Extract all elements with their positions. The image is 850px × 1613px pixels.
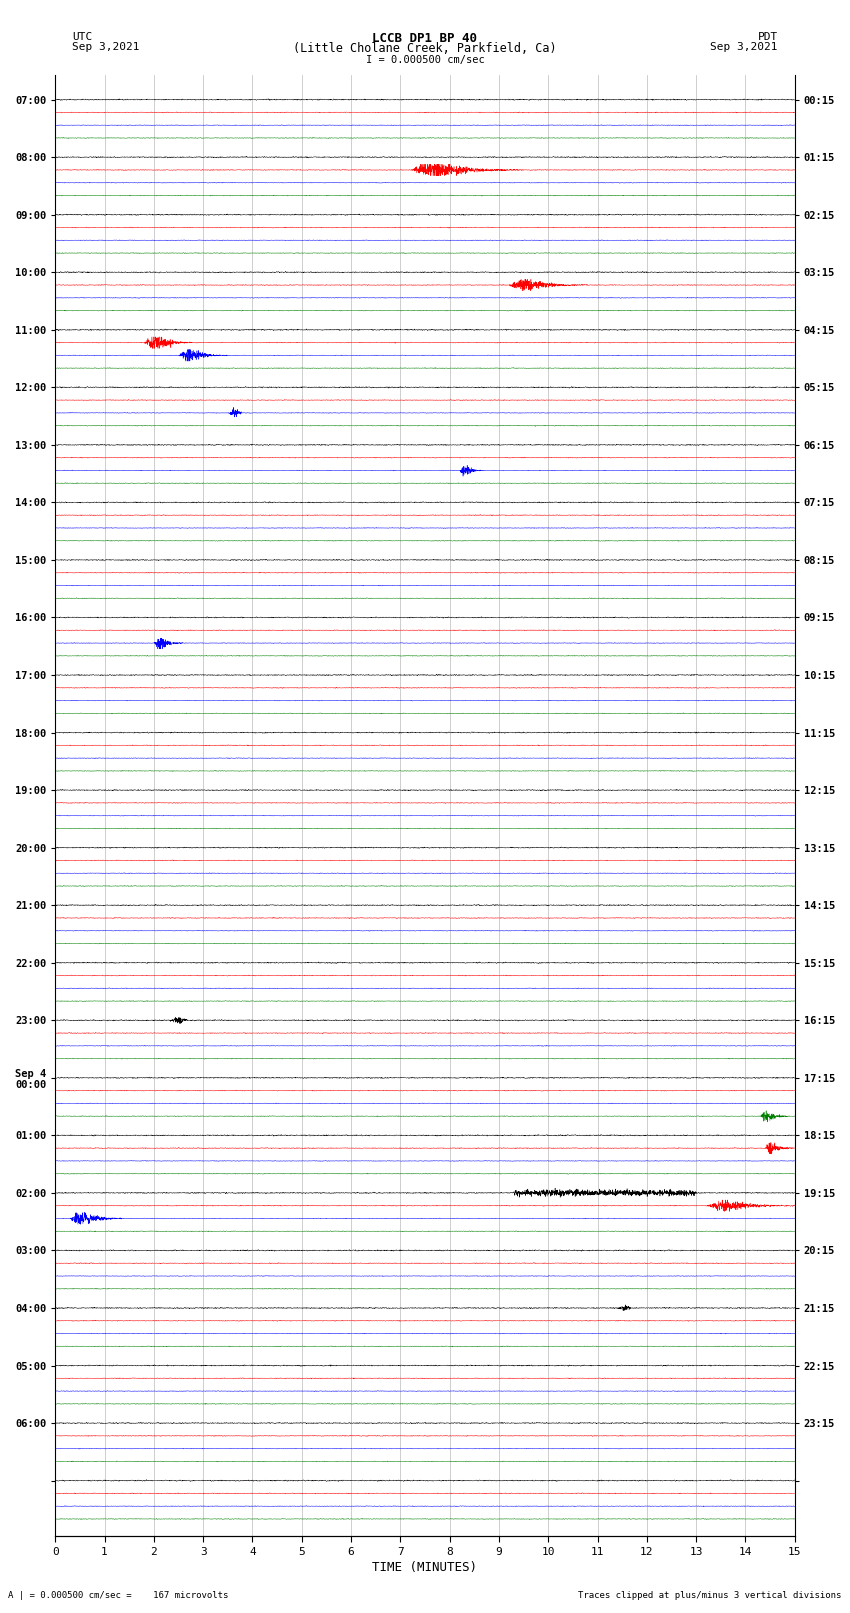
Text: PDT: PDT — [757, 32, 778, 42]
X-axis label: TIME (MINUTES): TIME (MINUTES) — [372, 1561, 478, 1574]
Text: A | = 0.000500 cm/sec =    167 microvolts: A | = 0.000500 cm/sec = 167 microvolts — [8, 1590, 229, 1600]
Text: Traces clipped at plus/minus 3 vertical divisions: Traces clipped at plus/minus 3 vertical … — [578, 1590, 842, 1600]
Text: Sep 3,2021: Sep 3,2021 — [72, 42, 139, 52]
Text: I = 0.000500 cm/sec: I = 0.000500 cm/sec — [366, 55, 484, 65]
Text: (Little Cholane Creek, Parkfield, Ca): (Little Cholane Creek, Parkfield, Ca) — [293, 42, 557, 55]
Text: LCCB DP1 BP 40: LCCB DP1 BP 40 — [372, 32, 478, 45]
Text: UTC: UTC — [72, 32, 93, 42]
Text: Sep 3,2021: Sep 3,2021 — [711, 42, 778, 52]
